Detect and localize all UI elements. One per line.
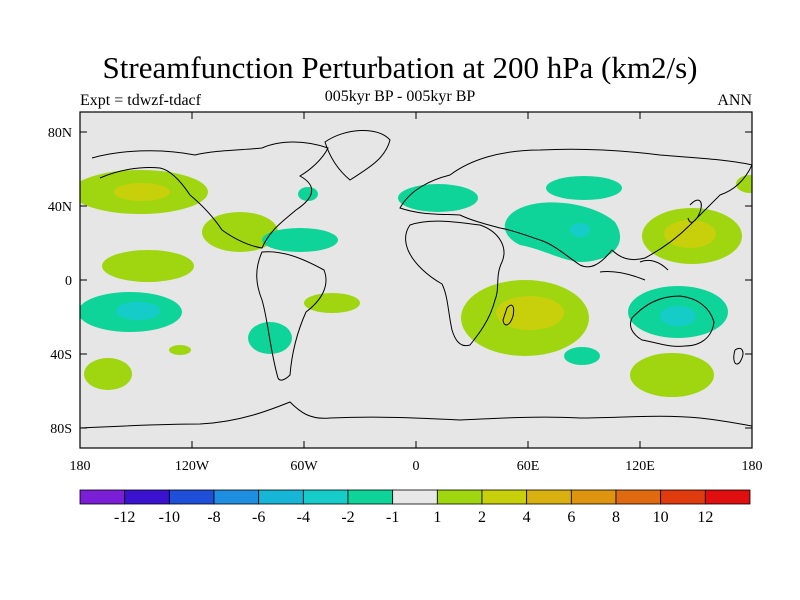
colorbar: -12 -10 -8 -6 -4 -2 -1 1 2 4 6 8 10 12	[79, 489, 751, 526]
experiment-label: Expt = tdwzf-tdacf	[80, 92, 201, 109]
anomaly-north-america	[202, 212, 278, 252]
coast-north-america	[91, 141, 329, 249]
y-tick-label: 0	[65, 274, 72, 289]
colorbar-label: 8	[612, 509, 620, 526]
colorbar-swatch	[213, 489, 260, 505]
coast-madagascar	[502, 304, 515, 326]
x-tick-label: 0	[413, 459, 420, 474]
x-tick-label: 180	[70, 459, 91, 474]
map-background	[80, 112, 752, 448]
season-label: ANN	[717, 92, 752, 109]
period-label: 005kyr BP - 005kyr BP	[324, 88, 476, 105]
coast-antarctica	[80, 401, 752, 429]
anomaly-indian-ocean-core	[496, 296, 564, 330]
colorbar-label: 6	[567, 509, 575, 526]
colorbar-swatch	[704, 489, 751, 505]
y-tick-label: 80N	[48, 126, 72, 141]
colorbar-label: -2	[341, 509, 354, 526]
y-axis: 80N 40N 0 40S 80S	[48, 126, 752, 437]
colorbar-label: 12	[697, 509, 713, 526]
anomaly-asia-core	[570, 223, 590, 237]
colorbar-swatch	[436, 489, 483, 505]
colorbar-swatch	[302, 489, 349, 505]
colorbar-swatch	[347, 489, 394, 505]
colorbar-swatch	[79, 489, 126, 505]
x-tick-label: 60W	[290, 459, 318, 474]
contour-fill-layer	[80, 170, 752, 397]
anomaly-far-south-pacific	[84, 358, 132, 390]
colorbar-label: -6	[252, 509, 265, 526]
colorbar-swatch	[124, 489, 170, 505]
coast-new-zealand	[733, 347, 744, 365]
plot-title: Streamfunction Perturbation at 200 hPa (…	[102, 50, 698, 85]
coast-africa	[405, 220, 505, 347]
coast-south-america	[256, 251, 327, 381]
anomaly-south-pacific-core	[116, 302, 160, 320]
colorbar-swatch	[526, 489, 572, 505]
colorbar-label: -4	[297, 509, 310, 526]
x-tick-label: 60E	[517, 459, 540, 474]
colorbar-swatch	[258, 489, 304, 505]
anomaly-north-pacific-core	[114, 183, 170, 201]
anomaly-west-pacific-core	[664, 220, 716, 248]
anomaly-europe	[398, 184, 478, 212]
y-tick-label: 40S	[50, 348, 72, 363]
coastlines	[80, 129, 752, 429]
y-tick-label: 80S	[50, 422, 72, 437]
coast-eurasia	[399, 148, 752, 268]
colorbar-swatch	[660, 489, 706, 505]
colorbar-label: 10	[653, 509, 669, 526]
anomaly-tropical-pacific	[102, 250, 194, 282]
colorbar-swatch	[392, 489, 438, 505]
colorbar-swatch	[481, 489, 528, 505]
colorbar-label: -10	[159, 509, 180, 526]
colorbar-swatch	[615, 489, 662, 505]
coast-japan	[687, 199, 702, 223]
x-tick-label: 180	[742, 459, 763, 474]
colorbar-swatch	[168, 489, 215, 505]
coast-greenland	[324, 129, 391, 181]
anomaly-south-atlantic	[304, 293, 360, 313]
colorbar-label: -12	[114, 509, 135, 526]
colorbar-label: 4	[523, 509, 531, 526]
coast-australia	[629, 295, 715, 347]
colorbar-label: 2	[478, 509, 486, 526]
colorbar-label: -8	[207, 509, 220, 526]
x-axis: 180 120W 60W 0 60E 120E 180	[70, 112, 763, 474]
x-tick-label: 120E	[625, 459, 655, 474]
colorbar-swatch	[570, 489, 617, 505]
anomaly-siberia	[546, 176, 622, 200]
coast-maritime-continent	[599, 259, 669, 281]
anomaly-south-indian	[564, 347, 600, 365]
x-tick-label: 120W	[175, 459, 210, 474]
anomaly-asia	[504, 202, 621, 262]
y-tick-label: 40N	[48, 200, 72, 215]
anomaly-north-west-pacific	[736, 175, 752, 193]
colorbar-label: 1	[433, 509, 441, 526]
anomaly-north-atlantic-west	[298, 187, 318, 201]
anomaly-caribbean	[262, 228, 338, 252]
colorbar-label: -1	[386, 509, 399, 526]
anomaly-australia-core	[660, 306, 696, 326]
anomaly-southern-ocean	[630, 353, 714, 397]
anomaly-small-pacific	[169, 345, 191, 355]
